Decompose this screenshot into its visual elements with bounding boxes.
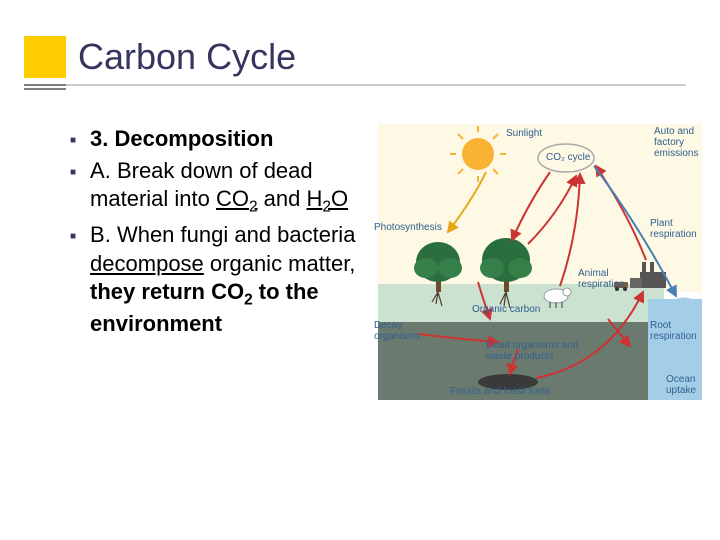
- label-sunlight: Sunlight: [506, 128, 542, 139]
- bullet-item: ■ A. Break down of dead material into CO…: [70, 157, 360, 217]
- bullet-icon: ■: [70, 167, 76, 178]
- title-accent-box: [24, 36, 66, 78]
- carbon-cycle-diagram: Sunlight CO₂ cycle Auto and factory emis…: [378, 124, 702, 400]
- label-root-resp: Root respiration: [650, 320, 700, 342]
- title-underline-dark: [24, 84, 66, 86]
- label-plant-resp: Plant respiration: [650, 218, 700, 240]
- bullet-item: ■ 3. Decomposition: [70, 125, 360, 153]
- slide-title: Carbon Cycle: [78, 36, 296, 78]
- label-ocean-uptake: Ocean uptake: [666, 374, 706, 396]
- bullet-icon: ■: [70, 135, 76, 146]
- title-underline-light: [66, 84, 686, 86]
- bullet-item: ■ B. When fungi and bacteria decompose o…: [70, 221, 360, 338]
- bullet-text: 3. Decomposition: [90, 125, 273, 153]
- label-auto-factory: Auto and factory emissions: [654, 126, 706, 159]
- title-underline-dark2: [24, 88, 66, 90]
- bullet-text: B. When fungi and bacteria decompose org…: [90, 221, 360, 338]
- label-photosynthesis: Photosynthesis: [374, 222, 442, 233]
- label-dead-organisms: Dead organisms and waste products: [486, 340, 586, 362]
- label-fossils: Fossils and fossil fuels: [450, 386, 550, 397]
- bullet-icon: ■: [70, 231, 76, 242]
- label-animal-resp: Animal respiration: [578, 268, 628, 290]
- label-decay: Decay organisms: [374, 320, 424, 342]
- bullet-list: ■ 3. Decomposition ■ A. Break down of de…: [70, 125, 360, 342]
- bullet-text: A. Break down of dead material into CO2 …: [90, 157, 360, 217]
- label-organic-carbon: Organic carbon: [472, 304, 540, 315]
- label-co2-cycle: CO₂ cycle: [546, 152, 590, 163]
